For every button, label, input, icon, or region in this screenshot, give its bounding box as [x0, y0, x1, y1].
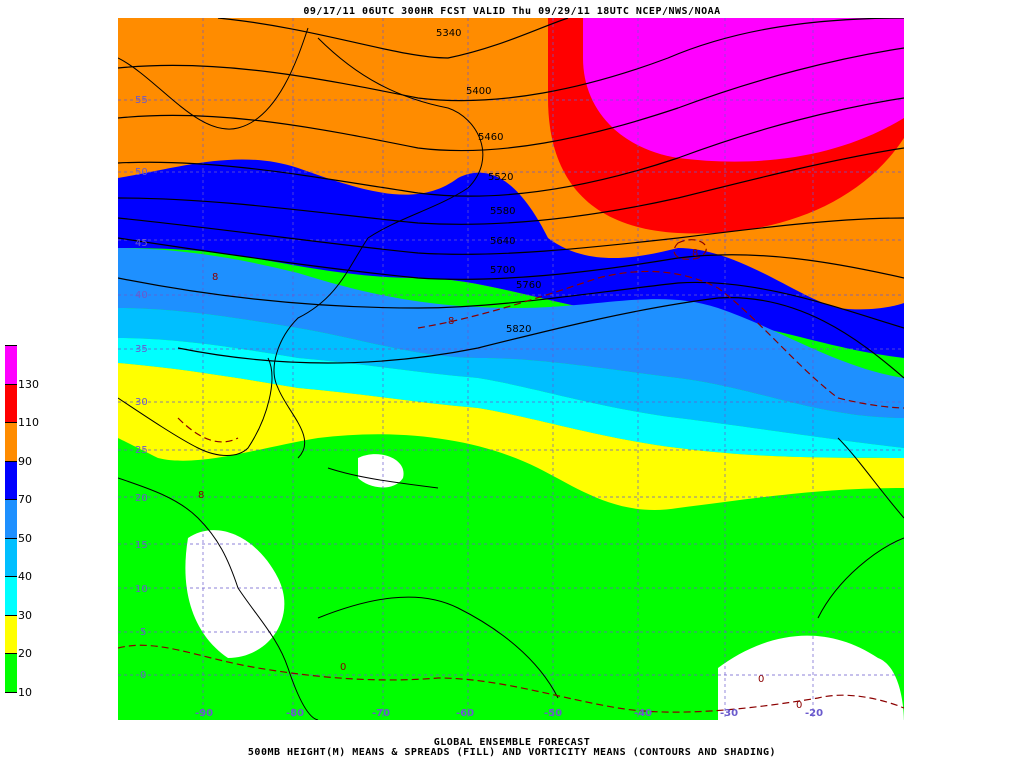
- contour-5340: [217, 18, 569, 59]
- spread-fill-30: [118, 338, 904, 458]
- contour-5460: [118, 47, 904, 152]
- vort-label: 0: [758, 674, 764, 685]
- spread-fill-low-atlantic: [718, 635, 904, 720]
- contour-label: 5820: [506, 324, 531, 335]
- contour-5640: [118, 217, 904, 255]
- contour-label: 5640: [490, 236, 515, 247]
- contour-5700: [118, 237, 904, 280]
- color-legend-swatch: [5, 614, 17, 653]
- lat-label: 15: [135, 540, 148, 551]
- height-contours: [118, 18, 904, 379]
- spread-fill-20-yellow: [118, 363, 904, 510]
- footer-line-1: GLOBAL ENSEMBLE FORECAST: [433, 737, 591, 748]
- color-legend-label: 40: [18, 570, 32, 583]
- lon-label: -50: [544, 708, 563, 719]
- color-legend-swatch: [5, 422, 17, 461]
- lon-label: -30: [720, 708, 739, 719]
- color-legend-swatch: [5, 383, 17, 422]
- color-legend-swatch: [5, 691, 17, 730]
- color-legend-swatch: [5, 345, 17, 384]
- spread-fill-low-central-america: [185, 530, 285, 658]
- contour-label: 5760: [516, 280, 541, 291]
- color-legend: [5, 345, 17, 730]
- color-legend-label: 90: [18, 454, 32, 468]
- footer-line-2: 500MB HEIGHT(M) MEANS & SPREADS (FILL) A…: [247, 747, 777, 758]
- lat-label: 5: [140, 627, 147, 638]
- vorticity-labels: 8 8 8 0 0 0 8: [198, 248, 802, 711]
- vort-label: 8: [692, 248, 698, 259]
- contour-label: 5460: [478, 132, 503, 143]
- color-legend-label: 50: [18, 531, 32, 545]
- contour-label: 5700: [490, 265, 515, 276]
- lat-label: 30: [135, 397, 148, 408]
- contour-label: 5580: [490, 206, 515, 217]
- lat-label: 20: [135, 493, 148, 504]
- color-legend-label: 70: [18, 493, 32, 506]
- contour-label: 5520: [488, 172, 513, 183]
- color-legend-label: 10: [18, 685, 32, 699]
- forecast-map: 5340 5400 5460 5520 5580 5640 5700 5760 …: [118, 18, 904, 720]
- lat-lon-grid: [118, 18, 904, 720]
- lon-label: -60: [456, 708, 475, 719]
- color-legend-swatch: [5, 653, 17, 692]
- vort-label: 0: [796, 700, 802, 711]
- lat-label: 0: [140, 670, 147, 681]
- lat-label: 45: [135, 238, 148, 249]
- lat-label: 25: [135, 445, 148, 456]
- vort-label: 0: [340, 662, 346, 673]
- coastlines: [118, 27, 904, 720]
- contour-label: 5400: [466, 86, 491, 97]
- contour-5520: [118, 97, 904, 197]
- spread-fill-low-caribbean: [358, 454, 404, 488]
- vort-label: 8: [198, 490, 204, 501]
- map-canvas: 5340 5400 5460 5520 5580 5640 5700 5760 …: [118, 18, 904, 720]
- color-legend-swatch: [5, 576, 17, 615]
- vorticity-contours: [118, 239, 904, 713]
- spread-fill-130: [583, 18, 904, 162]
- contour-5820: [177, 297, 904, 379]
- vort-label: 8: [212, 272, 218, 283]
- lon-label: -80: [286, 708, 305, 719]
- color-legend-swatch: [5, 499, 17, 538]
- color-legend-label: 110: [18, 416, 39, 429]
- color-legend-swatch: [5, 460, 17, 499]
- spread-fill-50: [118, 248, 904, 418]
- lat-label: 40: [135, 290, 148, 301]
- spread-fill-40: [118, 308, 904, 448]
- lat-label: 35: [135, 344, 148, 355]
- contour-5580: [118, 147, 904, 225]
- color-legend-label: 130: [18, 377, 39, 391]
- contour-labels: 5340 5400 5460 5520 5580 5640 5700 5760 …: [436, 28, 541, 335]
- color-legend-label: 20: [18, 647, 32, 660]
- lon-label: -70: [372, 708, 391, 719]
- chart-title: 09/17/11 06UTC 300HR FCST VALID Thu 09/2…: [303, 6, 721, 17]
- lat-label: 10: [135, 584, 148, 595]
- lon-label: -40: [634, 708, 653, 719]
- contour-5400: [118, 18, 904, 102]
- lon-label: -90: [195, 708, 214, 719]
- contour-label: 5340: [436, 28, 461, 39]
- color-legend-label: 30: [18, 608, 32, 622]
- vort-label: 8: [448, 316, 454, 327]
- color-legend-swatch: [5, 537, 17, 576]
- lon-label: -20: [805, 708, 824, 719]
- lat-label: 55: [135, 95, 148, 106]
- lat-label: 50: [135, 167, 148, 178]
